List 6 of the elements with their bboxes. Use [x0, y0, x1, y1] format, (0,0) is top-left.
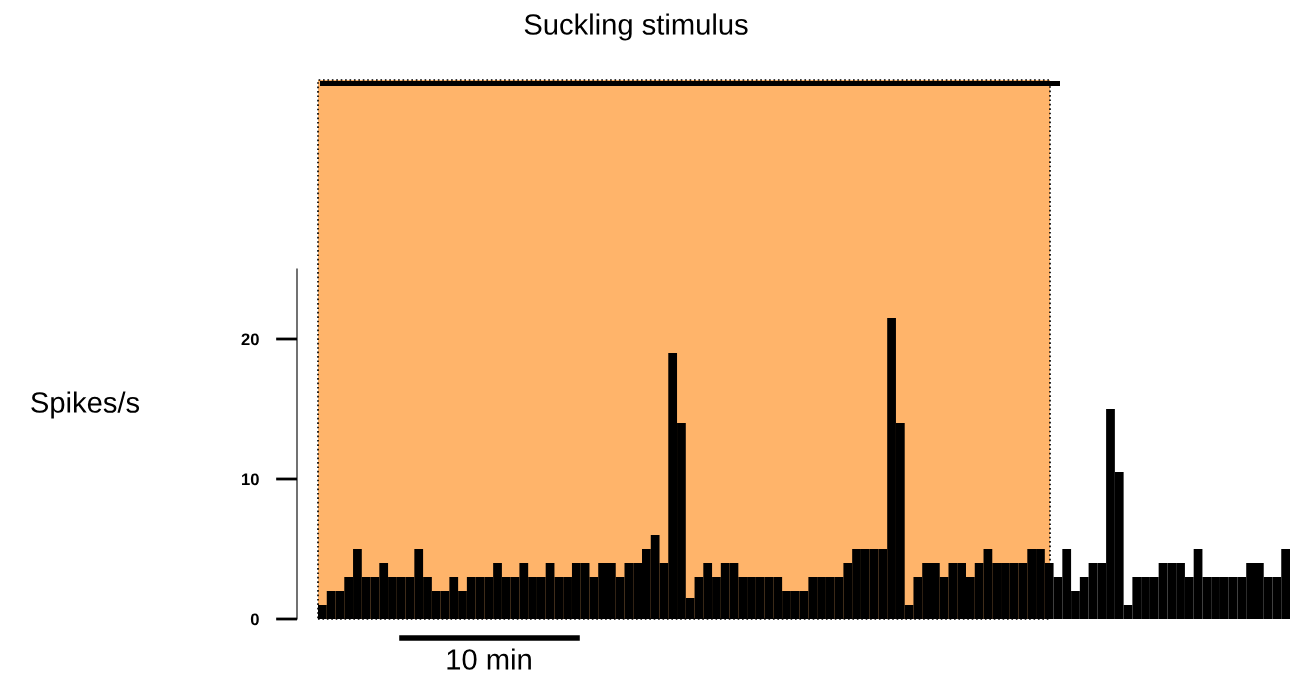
y-tick-label: 0: [250, 613, 259, 626]
chart-title: Suckling stimulus: [524, 13, 748, 41]
y-tick-label: 20: [241, 333, 259, 346]
text: 10 min: [447, 648, 531, 670]
y-axis-title: Spikes/s: [31, 391, 140, 419]
y-tick-label: 10: [242, 473, 259, 486]
